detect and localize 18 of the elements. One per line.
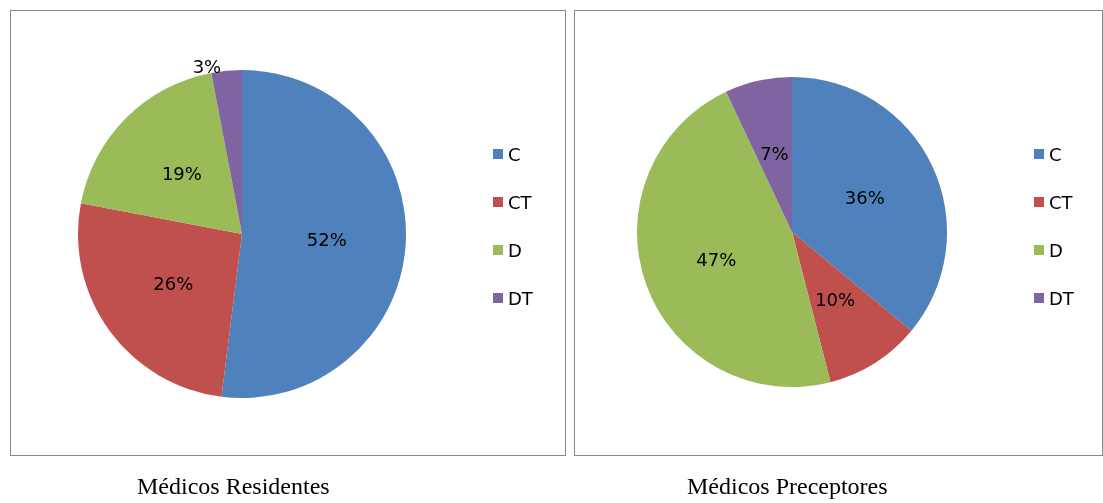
legend-label: DT — [508, 287, 534, 309]
legend-label: C — [1049, 143, 1062, 165]
data-label: 10% — [815, 289, 856, 311]
legend-label: CT — [1049, 191, 1074, 213]
legend-label: D — [508, 239, 522, 261]
data-label: 3% — [192, 56, 222, 78]
data-label: 19% — [161, 163, 202, 185]
data-label: 7% — [760, 142, 789, 164]
data-label: 52% — [306, 228, 347, 250]
data-label: 36% — [844, 187, 885, 209]
text: Médicos Residentes — [137, 473, 330, 499]
text: Médicos Preceptores — [687, 473, 888, 499]
data-label: 47% — [696, 248, 737, 270]
legend-label: CT — [508, 191, 533, 213]
data-label: 26% — [153, 273, 194, 295]
legend-label: DT — [1049, 287, 1075, 309]
legend-label: C — [508, 143, 521, 165]
legend-label: D — [1049, 239, 1063, 261]
